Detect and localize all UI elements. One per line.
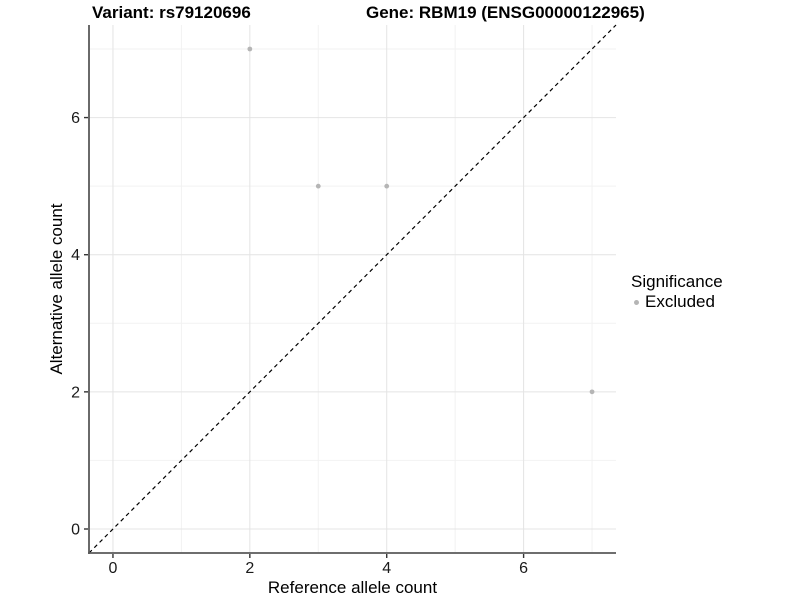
legend-title: Significance [631, 272, 723, 291]
data-point [384, 183, 390, 189]
data-point [589, 389, 595, 395]
x-tick-label: 4 [382, 560, 391, 577]
y-tick-label: 2 [71, 384, 80, 401]
x-axis-title: Reference allele count [267, 578, 438, 597]
y-axis-title: Alternative allele count [47, 203, 66, 375]
y-tick-label: 4 [71, 247, 80, 264]
identity-dashed-line [88, 24, 617, 554]
y-tick-label: 0 [71, 522, 80, 539]
legend-item-excluded: Excluded [631, 293, 723, 311]
x-tick-label: 6 [519, 560, 528, 577]
data-point [247, 46, 253, 52]
plot-title-variant: Variant: rs79120696 [92, 3, 251, 22]
plot-title-gene: Gene: RBM19 (ENSG00000122965) [366, 3, 645, 22]
legend-key-dot-icon [634, 299, 639, 305]
legend-item-label: Excluded [645, 292, 715, 311]
x-tick-label: 0 [109, 560, 118, 577]
data-point [315, 183, 321, 189]
legend: Significance Excluded [631, 273, 723, 311]
x-tick-label: 2 [245, 560, 254, 577]
y-tick-label: 6 [71, 110, 80, 127]
